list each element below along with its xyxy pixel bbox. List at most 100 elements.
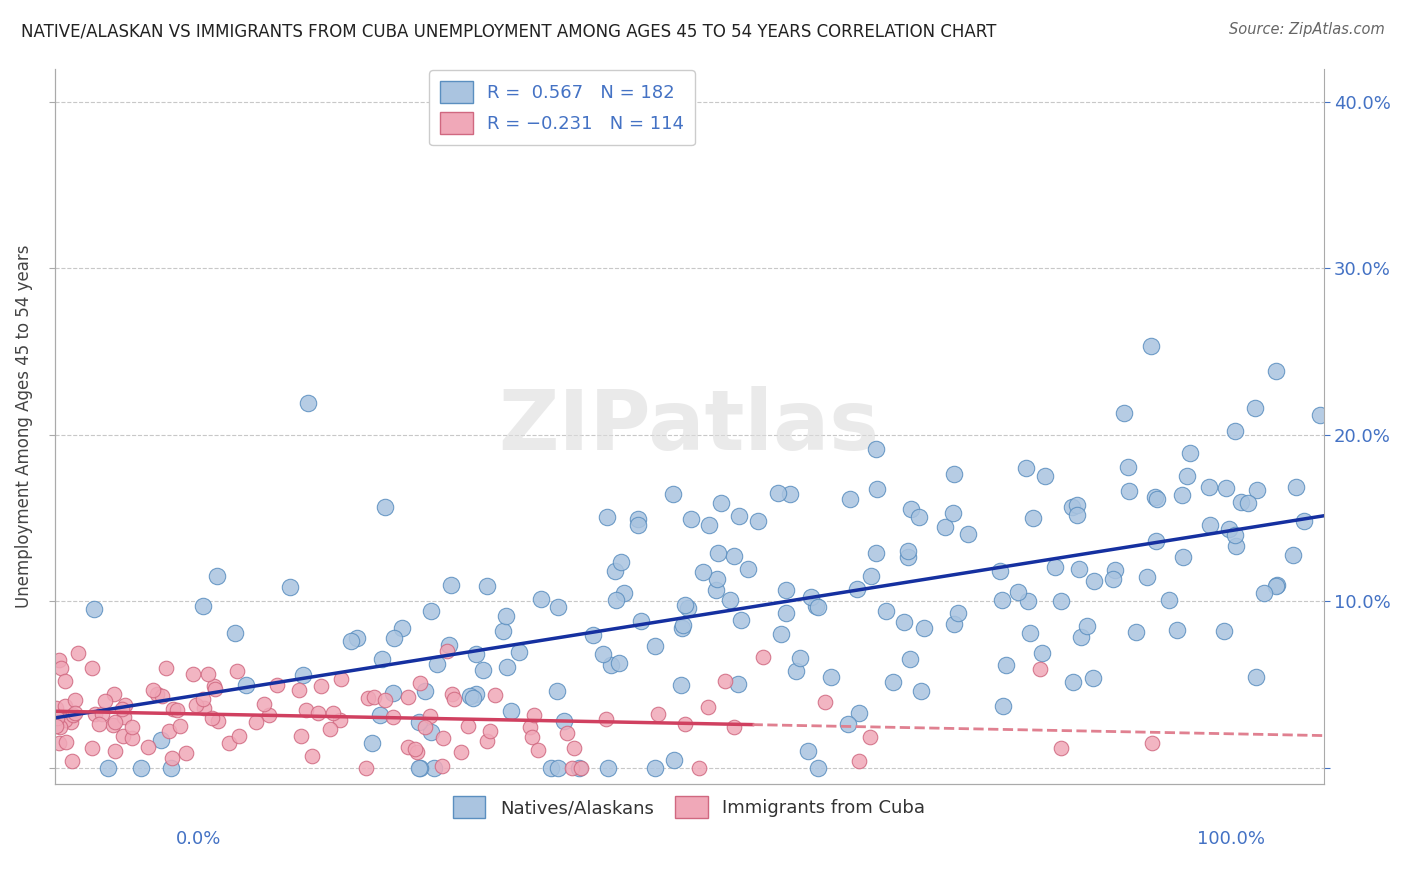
Point: [553, 714, 575, 729]
Point: [90, 707, 112, 722]
Point: [368, 707, 391, 722]
Point: [728, 509, 751, 524]
Point: [461, 691, 484, 706]
Point: [45, 711, 67, 725]
Point: [948, 606, 970, 620]
Point: [1253, 585, 1275, 599]
Point: [319, 722, 342, 736]
Point: [644, 761, 666, 775]
Point: [1104, 562, 1126, 576]
Point: [62, 707, 84, 722]
Point: [160, 750, 183, 764]
Point: [419, 709, 441, 723]
Point: [1017, 594, 1039, 608]
Point: [136, 739, 159, 754]
Point: [357, 691, 380, 706]
Point: [465, 648, 488, 662]
Point: [1178, 446, 1201, 460]
Point: [865, 546, 887, 560]
Point: [202, 679, 225, 693]
Point: [457, 719, 479, 733]
Point: [706, 546, 728, 560]
Point: [409, 761, 432, 775]
Point: [1229, 494, 1251, 508]
Point: [991, 699, 1014, 714]
Point: [301, 748, 323, 763]
Point: [1140, 736, 1163, 750]
Point: [1007, 585, 1029, 599]
Point: [329, 713, 352, 727]
Point: [898, 652, 921, 666]
Point: [751, 649, 773, 664]
Point: [671, 621, 693, 635]
Point: [484, 688, 506, 702]
Point: [1225, 424, 1247, 438]
Point: [458, 689, 481, 703]
Point: [800, 590, 823, 604]
Point: [627, 512, 650, 526]
Point: [423, 761, 446, 775]
Point: [48, 652, 70, 666]
Point: [859, 730, 882, 744]
Point: [354, 761, 377, 775]
Point: [142, 683, 165, 698]
Point: [104, 714, 127, 729]
Point: [406, 745, 429, 759]
Point: [797, 744, 820, 758]
Point: [596, 761, 619, 775]
Point: [647, 706, 669, 721]
Point: [1225, 540, 1247, 554]
Point: [166, 703, 188, 717]
Text: 100.0%: 100.0%: [1198, 830, 1265, 847]
Point: [360, 736, 382, 750]
Point: [875, 605, 897, 619]
Point: [55, 735, 77, 749]
Point: [644, 639, 666, 653]
Point: [706, 572, 728, 586]
Point: [865, 442, 887, 456]
Point: [84, 706, 107, 721]
Point: [957, 526, 980, 541]
Point: [669, 678, 692, 692]
Point: [1166, 623, 1188, 637]
Point: [408, 714, 430, 729]
Point: [112, 710, 135, 724]
Point: [193, 692, 215, 706]
Point: [103, 687, 125, 701]
Point: [908, 510, 931, 524]
Point: [681, 512, 703, 526]
Point: [307, 706, 329, 720]
Point: [408, 761, 430, 775]
Point: [845, 582, 868, 596]
Point: [1237, 496, 1260, 510]
Point: [673, 599, 696, 613]
Point: [60, 754, 83, 768]
Point: [568, 761, 591, 775]
Point: [60, 714, 83, 729]
Point: [309, 679, 332, 693]
Point: [672, 618, 695, 632]
Point: [1125, 625, 1147, 640]
Legend: Natives/Alaskans, Immigrants from Cuba: Natives/Alaskans, Immigrants from Cuba: [446, 789, 932, 825]
Point: [290, 729, 312, 743]
Point: [252, 697, 274, 711]
Point: [1212, 624, 1234, 638]
Point: [910, 684, 932, 698]
Point: [1144, 491, 1167, 505]
Point: [882, 674, 904, 689]
Point: [450, 745, 472, 759]
Point: [374, 500, 396, 515]
Point: [1292, 514, 1315, 528]
Point: [382, 710, 405, 724]
Point: [465, 687, 488, 701]
Point: [291, 668, 314, 682]
Text: Source: ZipAtlas.com: Source: ZipAtlas.com: [1229, 22, 1385, 37]
Point: [1050, 741, 1073, 756]
Point: [557, 726, 579, 740]
Point: [860, 568, 883, 582]
Point: [807, 761, 830, 775]
Point: [1244, 401, 1267, 416]
Point: [723, 549, 745, 563]
Point: [111, 730, 134, 744]
Point: [396, 739, 419, 754]
